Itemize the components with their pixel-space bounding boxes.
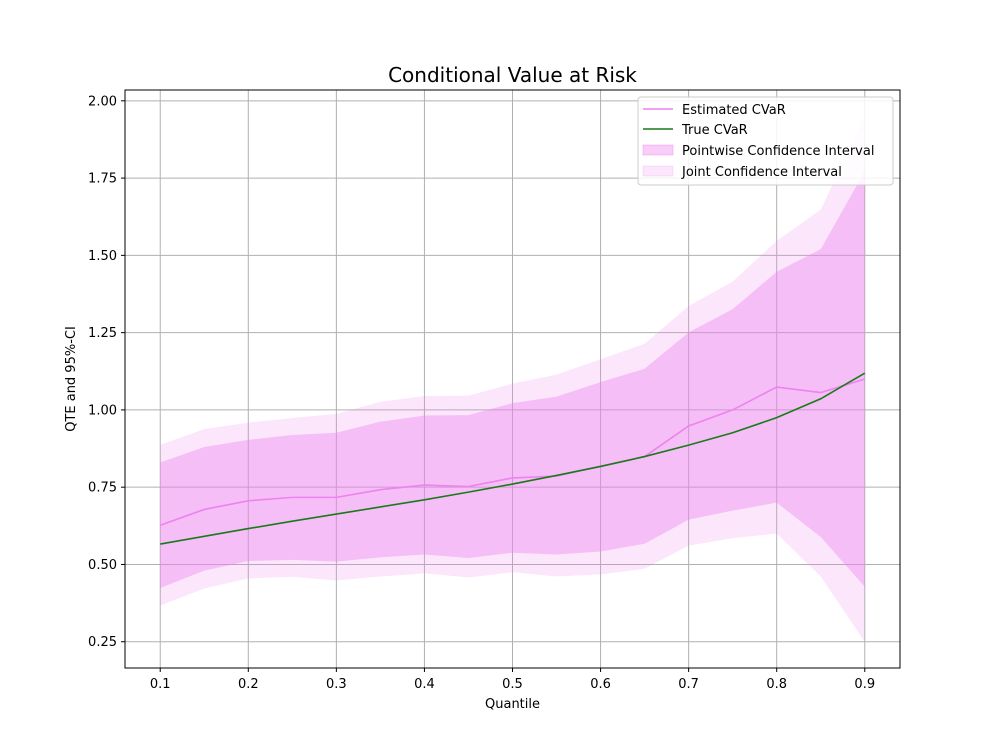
- y-tick-label: 2.00: [88, 94, 117, 109]
- legend-box: [637, 96, 894, 186]
- y-tick-label: 0.75: [88, 481, 117, 496]
- legend-label: Joint Confidence Interval: [681, 165, 842, 180]
- y-tick-label: 1.75: [88, 172, 117, 187]
- x-axis-ticks: 0.1 0.2 0.3 0.4 0.5 0.6 0.7 0.8 0.9: [150, 668, 875, 692]
- x-tick-label: 0.3: [326, 677, 347, 692]
- band-joint-confidence-interval: [160, 116, 865, 642]
- x-tick-label: 0.1: [150, 677, 171, 692]
- x-tick-label: 0.9: [854, 677, 875, 692]
- y-tick-label: 0.50: [88, 558, 117, 573]
- legend-label: Estimated CVaR: [682, 103, 786, 118]
- series-estimated-cvar: [159, 378, 866, 526]
- y-tick-label: 1.00: [88, 403, 117, 418]
- y-tick-label: 0.25: [88, 635, 117, 650]
- confidence-bands: [160, 116, 865, 642]
- x-tick-label: 0.4: [414, 677, 435, 692]
- legend-label: True CVaR: [681, 123, 748, 138]
- chart-title: Conditional Value at Risk: [388, 63, 637, 87]
- legend: Estimated CVaR True CVaR Pointwise Confide…: [637, 96, 894, 186]
- x-tick-label: 0.5: [502, 677, 523, 692]
- x-tick-label: 0.2: [238, 677, 259, 692]
- series-true-cvar: [160, 372, 866, 545]
- x-tick-label: 0.6: [590, 677, 611, 692]
- grid-lines: [125, 90, 900, 668]
- y-tick-label: 1.50: [88, 249, 117, 264]
- y-axis-ticks: 0.25 0.50 0.75 1.00 1.25 1.50 1.75 2.00: [88, 94, 125, 650]
- legend-swatch: [642, 144, 674, 156]
- x-tick-label: 0.8: [766, 677, 787, 692]
- band-pointwise-confidence-interval: [160, 171, 865, 588]
- legend-label: Pointwise Confidence Interval: [682, 144, 874, 159]
- y-axis-label: QTE and 95%-CI: [64, 326, 79, 432]
- series-lines: [159, 372, 866, 545]
- y-tick-label: 1.25: [88, 326, 117, 341]
- legend-swatch: [642, 165, 674, 177]
- x-axis-label: Quantile: [485, 697, 540, 712]
- x-tick-label: 0.7: [678, 677, 699, 692]
